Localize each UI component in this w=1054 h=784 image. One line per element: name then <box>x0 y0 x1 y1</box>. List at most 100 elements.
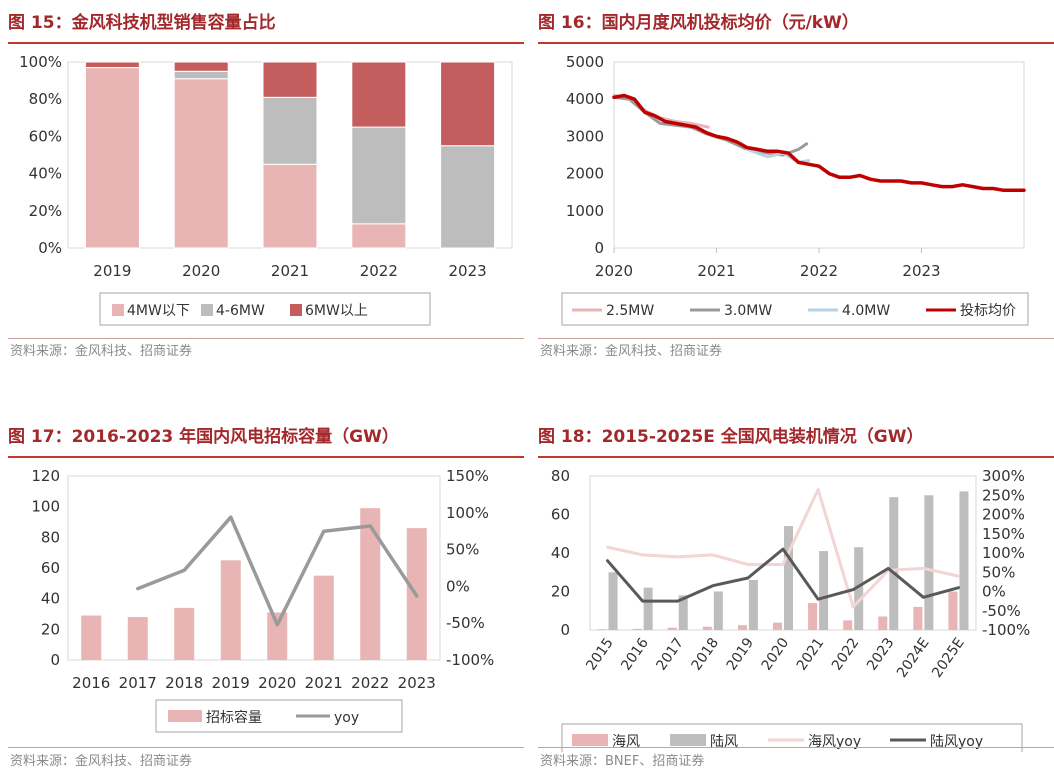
y-tick-label: 0 <box>594 239 604 257</box>
bottom-rule <box>8 747 524 748</box>
source-note: 资料来源：金风科技、招商证券 <box>10 754 193 769</box>
bar-海风 <box>808 603 818 630</box>
y2-tick-label: -50% <box>446 614 485 632</box>
bar-招标容量 <box>360 508 381 660</box>
y-tick-label: 60 <box>41 559 60 577</box>
line-3.0MW <box>612 95 809 157</box>
title-rule <box>8 42 524 44</box>
x-tick-label: 2019 <box>212 674 250 692</box>
title-rule <box>538 42 1054 44</box>
bottom-rule <box>538 338 1054 339</box>
bar-陆风 <box>643 587 653 630</box>
x-tick-label: 2022 <box>829 635 863 673</box>
panel-fig16: 图 16：国内月度风机投标均价（元/kW） 0 1000 2000 3000 4000 5… <box>538 8 1054 368</box>
y-tick-label: 4000 <box>566 90 604 108</box>
y-tick-label: 20 <box>551 583 570 601</box>
line-yoy <box>136 515 419 627</box>
legend-swatch <box>201 304 213 316</box>
bar-招标容量 <box>127 617 148 660</box>
legend-label: 海风yoy <box>808 734 861 750</box>
legend-label: 陆风yoy <box>930 734 983 750</box>
legend-label: 3.0MW <box>724 303 772 319</box>
y2-tick-label: 300% <box>982 467 1025 485</box>
plot-frame <box>589 475 977 631</box>
bottom-rule <box>8 338 524 339</box>
bar-海风 <box>702 626 712 630</box>
y-tick-label: 20 <box>41 620 60 638</box>
bar-陆风 <box>678 595 688 630</box>
chart-fig16: 0 1000 2000 3000 4000 5000 2020 2021 2022 2023 2.5… <box>561 53 1029 326</box>
bar-4MW以下 <box>351 223 407 249</box>
legend-label: 海风 <box>612 734 640 750</box>
legend-label: 投标均价 <box>960 303 1016 319</box>
y-tick-label: 80 <box>41 528 60 546</box>
y-tick-label: 60 <box>551 506 570 524</box>
bar-6MW以上 <box>351 61 407 128</box>
legend-label: 4-6MW <box>216 303 265 319</box>
x-tick-label: 2022 <box>800 262 838 280</box>
legend-swatch <box>168 710 202 722</box>
chart-fig18: 0 20 40 60 80 -100%-50%0% 50%100%150%200% 250%3… <box>551 467 1030 752</box>
y2-tick-label: -100% <box>446 651 494 669</box>
legend-label: 4MW以下 <box>127 303 190 319</box>
legend-swatch <box>572 734 608 746</box>
y2-tick-label: -100% <box>982 621 1030 639</box>
panel-title: 图 18：2015-2025E 全国风电装机情况（GW） <box>538 427 924 447</box>
bar-6MW以上 <box>440 61 496 147</box>
source-note: 资料来源：BNEF、招商证券 <box>540 754 705 769</box>
plot-frame <box>613 61 1025 249</box>
bar-4-6MW <box>351 126 407 225</box>
bar-招标容量 <box>313 575 334 660</box>
x-tick-label: 2021 <box>271 262 309 280</box>
y-tick-label: 0 <box>50 651 60 669</box>
x-tick-label: 2023 <box>449 262 487 280</box>
bar-陆风 <box>889 497 899 630</box>
y2-tick-label: 50% <box>982 563 1015 581</box>
bar-4-6MW <box>173 70 229 80</box>
legend-swatch <box>670 734 706 746</box>
source-note: 资料来源：金风科技、招商证券 <box>10 344 193 359</box>
legend-box <box>99 292 431 326</box>
panel-title: 图 15：金风科技机型销售容量占比 <box>8 13 276 33</box>
legend-label: 2.5MW <box>606 303 654 319</box>
bar-4MW以下 <box>262 163 318 249</box>
chart-fig17: 0 20 40 60 80 100 120 -100% -50% 0% 50% 100% 150% 201… <box>31 467 494 733</box>
bar-4MW以下 <box>84 67 140 249</box>
x-tick-label: 2017 <box>119 674 157 692</box>
x-tick-label: 2017 <box>653 635 687 673</box>
legend-label: 陆风 <box>710 734 738 750</box>
bar-陆风 <box>959 491 969 630</box>
bar-海风 <box>632 628 642 630</box>
y-tick-label: 20% <box>29 202 62 220</box>
bar-陆风 <box>784 526 793 630</box>
y-tick-label: 100 <box>31 498 60 516</box>
y2-tick-label: 250% <box>982 486 1025 504</box>
y2-tick-label: 150% <box>982 525 1025 543</box>
bar-招标容量 <box>220 560 241 660</box>
y2-tick-label: 0% <box>982 583 1006 601</box>
bar-海风 <box>948 591 958 630</box>
bar-海风 <box>913 606 923 630</box>
x-tick-label: 2020 <box>759 635 793 673</box>
y2-tick-label: 50% <box>446 541 479 559</box>
x-tick-label: 2016 <box>618 635 652 673</box>
legend-swatch <box>290 304 302 316</box>
y-tick-label: 5000 <box>566 53 604 71</box>
bar-4-6MW <box>262 96 318 165</box>
legend-swatch <box>112 304 124 316</box>
x-tick-label: 2024E <box>894 635 933 681</box>
x-tick-label: 2023 <box>864 635 898 673</box>
bar-海风 <box>843 620 853 630</box>
y2-tick-label: 200% <box>982 506 1025 524</box>
panel-title: 图 17：2016-2023 年国内风电招标容量（GW） <box>8 427 399 447</box>
x-tick-label: 2025E <box>929 635 968 681</box>
bar-招标容量 <box>174 607 195 660</box>
y-tick-label: 100% <box>19 53 62 71</box>
x-tick-label: 2020 <box>258 674 296 692</box>
bar-招标容量 <box>81 615 102 660</box>
legend-label: 招标容量 <box>206 709 262 726</box>
x-tick-label: 2020 <box>182 262 220 280</box>
legend-label: 6MW以上 <box>305 303 368 319</box>
y-tick-label: 3000 <box>566 127 604 145</box>
y-tick-label: 60% <box>29 127 62 145</box>
